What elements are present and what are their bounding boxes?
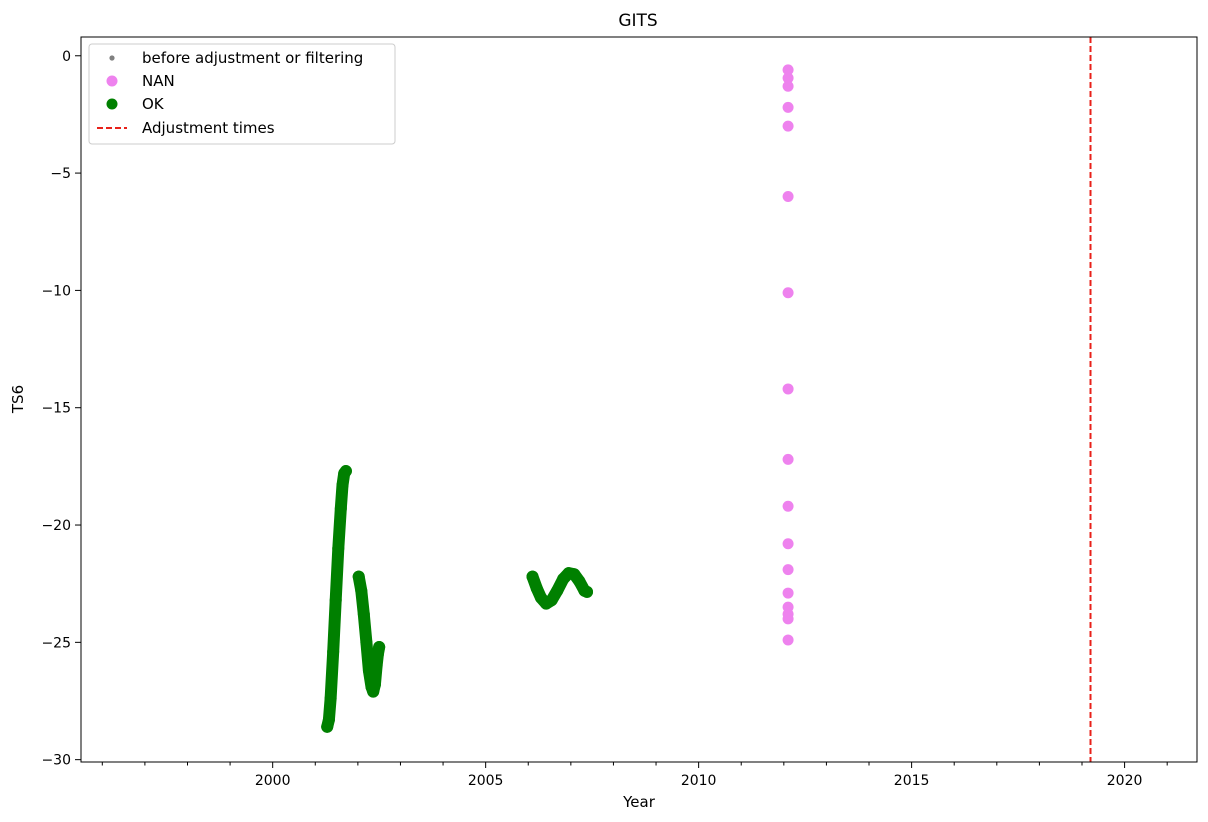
nan-point — [782, 500, 794, 512]
ok-point — [327, 645, 340, 658]
ok-point — [357, 608, 370, 621]
legend-marker-before-adjustment — [109, 55, 115, 61]
x-axis-label: Year — [622, 793, 656, 811]
legend: before adjustment or filtering NAN OK Ad… — [88, 43, 396, 145]
y-tick-label: −5 — [50, 166, 71, 182]
nan-point — [782, 120, 794, 132]
nan-point — [782, 72, 794, 84]
nan-point — [782, 564, 794, 576]
ok-point — [545, 594, 558, 607]
x-tick-label: 2015 — [894, 773, 930, 789]
ok-point — [573, 575, 586, 588]
nan-point — [782, 453, 794, 465]
ok-point — [551, 584, 564, 597]
nan-point — [782, 634, 794, 646]
legend-label-before-adjustment: before adjustment or filtering — [142, 49, 363, 67]
x-axis: 2000 2005 2010 2015 2020 — [101, 762, 1168, 789]
ok-point — [526, 570, 539, 583]
ok-point — [339, 465, 352, 478]
nan-point — [782, 191, 794, 203]
nan-point — [782, 80, 794, 92]
y-tick-label: −10 — [41, 283, 71, 299]
y-axis: 0 −5 −10 −15 −20 −25 −30 — [41, 49, 81, 769]
y-tick-label: 0 — [62, 49, 71, 65]
y-axis-label: TS6 — [9, 385, 27, 414]
nan-point — [782, 101, 794, 113]
legend-label-nan: NAN — [142, 72, 175, 90]
y-tick-label: −20 — [41, 518, 71, 534]
nan-point — [782, 613, 794, 625]
legend-marker-nan — [106, 75, 118, 87]
ok-point — [332, 542, 345, 555]
ok-point — [370, 659, 383, 672]
ok-point — [373, 641, 386, 654]
y-tick-label: −25 — [41, 635, 71, 651]
nan-point — [782, 64, 794, 76]
nan-point — [782, 287, 794, 299]
legend-label-ok: OK — [142, 95, 165, 113]
ok-point — [581, 585, 594, 598]
ok-point — [322, 713, 335, 726]
y-tick-label: −15 — [41, 401, 71, 417]
y-tick-label: −30 — [41, 753, 71, 769]
nan-point — [782, 383, 794, 395]
ok-point — [329, 594, 342, 607]
x-tick-label: 2000 — [255, 773, 291, 789]
chart-title: GITS — [618, 11, 657, 31]
ok-point — [368, 678, 381, 691]
plot-area — [321, 37, 1092, 762]
x-tick-label: 2005 — [468, 773, 504, 789]
ok-point — [355, 584, 368, 597]
nan-point — [782, 538, 794, 550]
ok-point — [334, 502, 347, 515]
legend-label-adjustment-times: Adjustment times — [142, 119, 275, 137]
nan-point — [782, 587, 794, 599]
ok-point — [336, 479, 349, 492]
ok-point — [324, 692, 337, 705]
ok-point — [530, 582, 543, 595]
legend-box — [88, 43, 396, 145]
x-tick-label: 2020 — [1107, 773, 1143, 789]
ok-point — [352, 570, 365, 583]
legend-marker-ok — [106, 98, 118, 110]
plot-frame — [80, 36, 1198, 763]
ok-point — [360, 636, 373, 649]
x-tick-label: 2010 — [681, 773, 717, 789]
